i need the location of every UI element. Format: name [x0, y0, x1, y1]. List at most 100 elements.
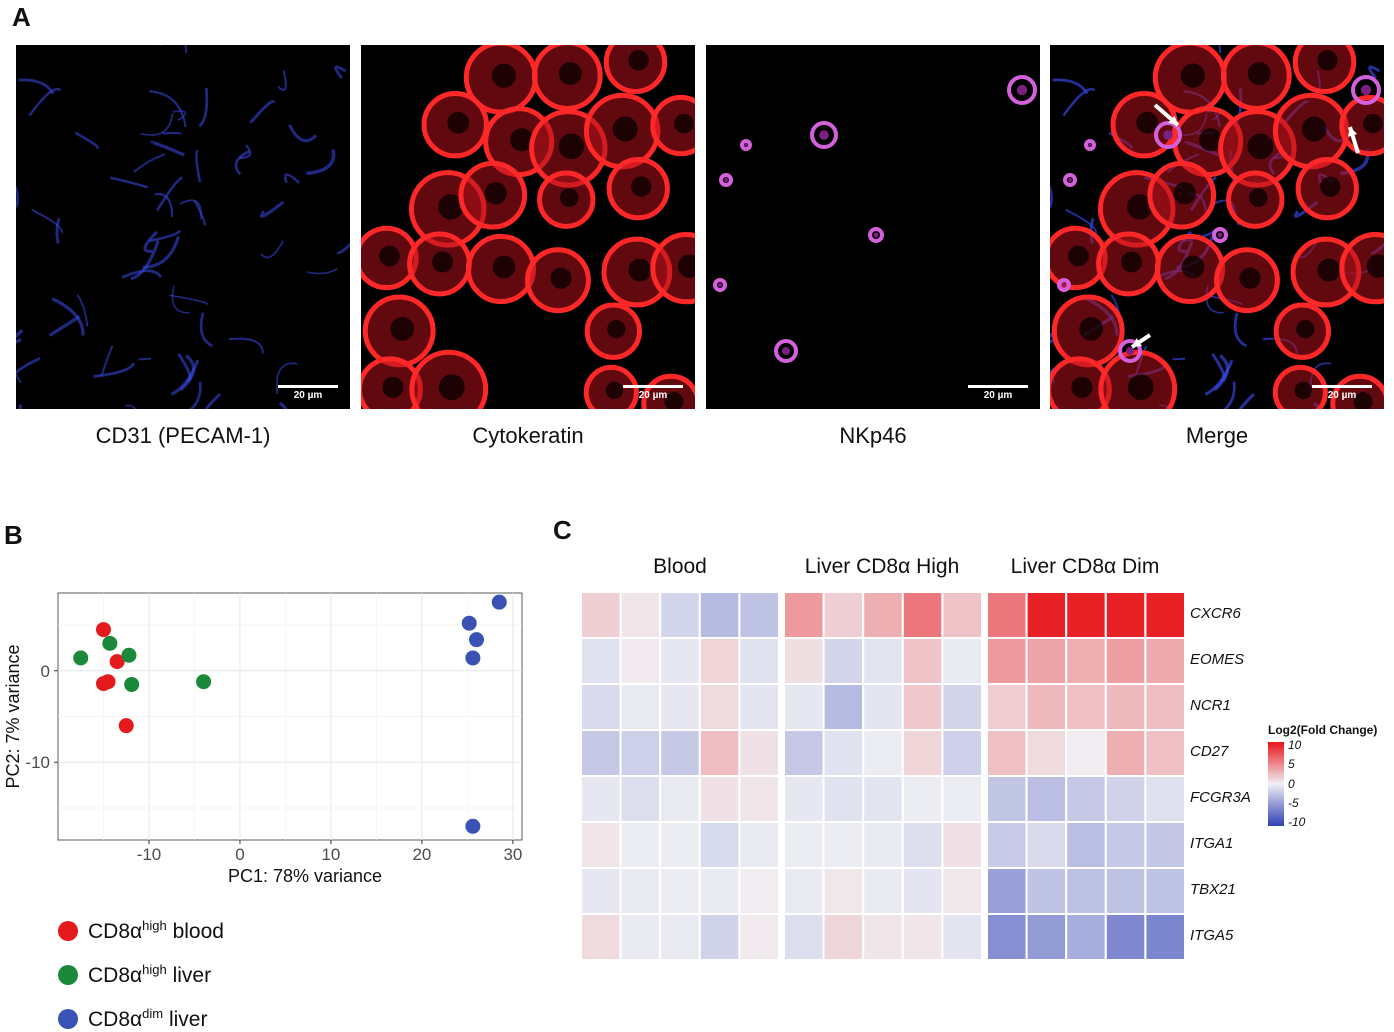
heatmap-cell [1027, 638, 1067, 684]
heatmap-cell [1027, 868, 1067, 914]
colorbar-tick: 5 [1288, 757, 1295, 771]
heatmap-cell [1106, 868, 1146, 914]
x-tick-label: 20 [412, 845, 431, 864]
heatmap-cell [1145, 914, 1184, 960]
heatmap-cell [739, 868, 779, 914]
heatmap-cell [660, 684, 700, 730]
nk-cell-core [874, 233, 879, 238]
heatmap-cell [700, 730, 740, 776]
cell-nucleus [1079, 317, 1103, 341]
heatmap-cell [739, 776, 779, 822]
vessel-segment [19, 80, 54, 94]
heatmap-cell [1106, 914, 1146, 960]
panel-letter-a: A [12, 2, 31, 33]
vessel-segment [196, 151, 200, 183]
heatmap-cell [1066, 730, 1106, 776]
vessel-segment [285, 174, 299, 182]
gene-label: ITGA1 [1190, 835, 1233, 852]
nk-cell-core [724, 178, 728, 182]
heatmap-cell [581, 592, 621, 638]
cd31-label: CD31 (PECAM-1) [16, 423, 350, 449]
panel-letter-c: C [553, 515, 572, 546]
cytokeratin-label: Cytokeratin [361, 423, 695, 449]
vessel-segment [75, 133, 97, 148]
cell-nucleus [379, 246, 400, 267]
heatmap-cell [1027, 684, 1067, 730]
cell-nucleus [1071, 377, 1092, 398]
cell-nucleus [390, 317, 414, 341]
heatmap-cell [942, 730, 982, 776]
gene-label: TBX21 [1190, 881, 1236, 898]
x-tick-label: 30 [503, 845, 522, 864]
heatmap-cell [739, 592, 779, 638]
vessel-segment [141, 114, 173, 135]
nkp46-image: 20 µm [706, 45, 1040, 409]
heatmap-cell [700, 776, 740, 822]
heatmap-cell [660, 730, 700, 776]
nk-cell-core [1017, 85, 1027, 95]
heatmap-group-liver-dim: Liver CD8α Dim [986, 555, 1184, 579]
cell-nucleus [550, 268, 571, 289]
cell-nucleus [1296, 320, 1314, 338]
vessel-segment [1053, 80, 1088, 94]
nk-cell-core [819, 130, 829, 140]
nk-cell-core [1088, 143, 1091, 146]
nkp46-label: NKp46 [706, 423, 1040, 449]
heatmap-cell [700, 592, 740, 638]
micrograph-texture [16, 45, 350, 409]
cell-nucleus [1239, 268, 1260, 289]
heatmap-cell [824, 592, 864, 638]
scale-bar: 20 µm [968, 385, 1028, 401]
heatmap-cell [824, 914, 864, 960]
cell-nucleus [607, 320, 625, 338]
vessel-segment [94, 363, 134, 376]
heatmap-cell [784, 776, 824, 822]
merge-label: Merge [1050, 423, 1384, 449]
heatmap-cell [739, 822, 779, 868]
vessel-segment [202, 394, 220, 409]
heatmap-cell [621, 684, 661, 730]
cell-nucleus [1247, 134, 1273, 160]
heatmap-cell [987, 638, 1027, 684]
heatmap-cell [987, 822, 1027, 868]
gene-label: EOMES [1190, 651, 1244, 668]
legend-label: CD8αhigh blood [88, 918, 224, 944]
colorbar-tick: 10 [1288, 738, 1301, 752]
heatmap-cell [942, 868, 982, 914]
cell-nucleus [1302, 117, 1327, 142]
vessel-segment [1219, 45, 1220, 53]
heatmap-cell [863, 914, 903, 960]
heatmap-cell [581, 776, 621, 822]
vessel-segment [155, 194, 172, 217]
heatmap-cell [700, 868, 740, 914]
heatmap-cell [660, 822, 700, 868]
heatmap-cell [1106, 684, 1146, 730]
micrograph-texture [361, 45, 695, 409]
vessel-segment [16, 405, 20, 409]
heatmap-cell [1066, 592, 1106, 638]
vessel-segment [185, 45, 186, 53]
vessel-segment [16, 330, 22, 342]
legend-dot-red [58, 921, 78, 941]
scale-bar: 20 µm [278, 385, 338, 401]
data-point [124, 677, 139, 692]
vessel-segment [1050, 171, 1052, 207]
heatmap-cell [621, 638, 661, 684]
data-point [96, 622, 111, 637]
cell-nucleus [1249, 188, 1268, 207]
cell-nucleus [613, 117, 638, 142]
vessel-segment [336, 67, 346, 78]
x-tick-label: 0 [235, 845, 244, 864]
nk-cell-core [718, 283, 722, 287]
vessel-segment [251, 102, 274, 123]
micrograph-texture [1050, 45, 1384, 409]
heatmap-cell [1145, 592, 1184, 638]
heatmap-cell [903, 914, 943, 960]
heatmap-cell [863, 684, 903, 730]
vessel-segment [139, 358, 151, 359]
x-axis-label: PC1: 78% variance [228, 866, 382, 886]
scale-bar: 20 µm [1312, 385, 1372, 401]
cell-nucleus [1363, 114, 1383, 134]
cell-nucleus [1317, 259, 1340, 282]
data-point [96, 676, 111, 691]
